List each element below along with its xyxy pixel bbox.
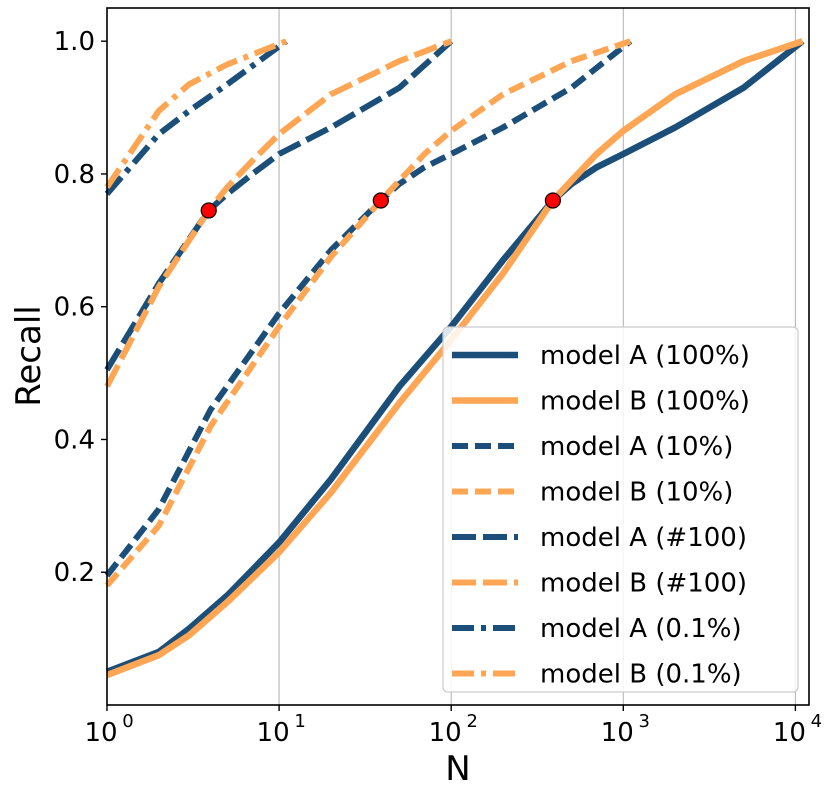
intersection-marker [200,202,217,219]
x-tick-exponent: 3 [639,711,650,732]
y-tick-label: 1.0 [54,27,95,57]
legend-items: model A (100%) model B (100%) model A (10%… [452,341,750,690]
y-tick-label: 0.8 [54,160,95,190]
x-tick-label: 10 [773,718,806,748]
marker-layer [200,192,562,219]
legend: model A (100%) model B (100%) model A (10%… [442,326,799,693]
tick-layer: 10 0 10 1 10 2 10 3 10 40.20.40.60.81.0 [54,27,822,748]
legend-box [442,326,799,693]
legend-label: model B (10%) [540,478,733,508]
series-line-model-b-100 [105,38,804,679]
y-tick-label: 0.4 [54,425,95,455]
series-line-model-b-0-1 [104,38,288,189]
intersection-marker [372,192,389,209]
y-tick-label: 0.2 [54,558,95,588]
x-tick-label: 10 [257,718,290,748]
intersection-marker [544,192,562,209]
y-axis-label: Recall [9,305,49,406]
legend-label: model A (10%) [540,432,733,462]
legend-label: model B (0.1%) [540,660,742,690]
x-tick-label: 10 [84,718,117,748]
legend-label: model A (#100) [540,523,747,553]
x-axis-label: N [445,749,470,789]
plot-frame [106,7,810,706]
x-tick-exponent: 0 [122,711,133,732]
x-tick-exponent: 1 [294,711,305,732]
series-line-model-b-10 [104,38,632,588]
x-tick-exponent: 2 [466,711,477,732]
series-line-model-a-10 [104,38,633,578]
y-tick-label: 0.6 [54,293,95,323]
series-line-model-b-100 [104,38,453,388]
x-tick-label: 10 [601,718,634,748]
series-line-model-a-0-1 [104,38,288,196]
legend-label: model A (0.1%) [540,614,742,644]
series-layer [104,38,805,679]
legend-label: model B (#100) [540,569,747,599]
legend-label: model B (100%) [540,387,750,417]
x-tick-exponent: 4 [811,711,822,732]
series-line-model-a-100 [105,38,805,675]
legend-label: model A (100%) [540,341,750,371]
x-tick-label: 10 [429,718,462,748]
